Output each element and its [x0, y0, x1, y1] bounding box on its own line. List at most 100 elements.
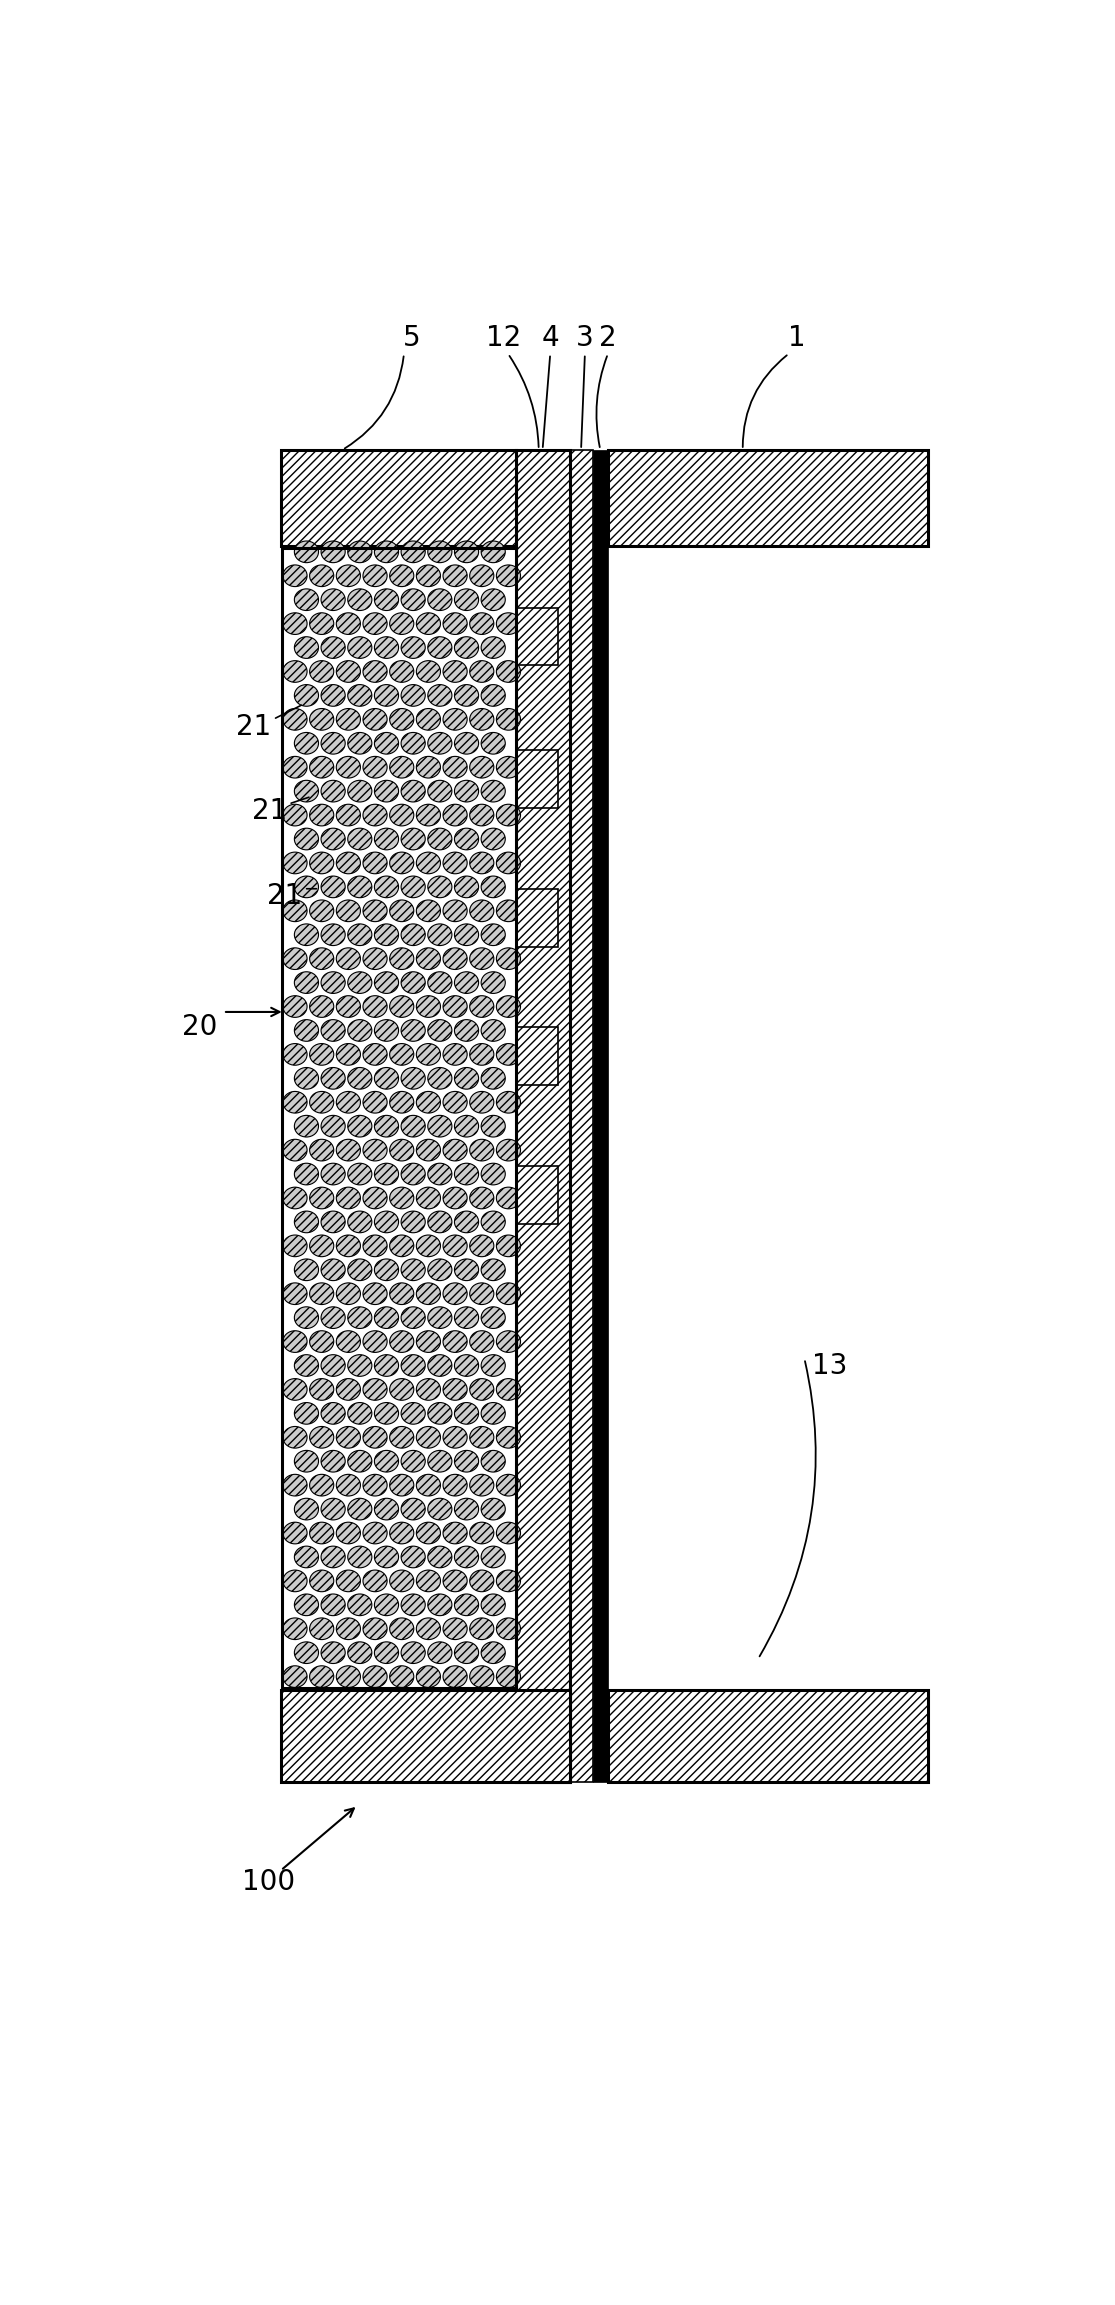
- Ellipse shape: [321, 973, 346, 993]
- Ellipse shape: [337, 1284, 360, 1305]
- Ellipse shape: [375, 1067, 398, 1090]
- Ellipse shape: [363, 1093, 387, 1113]
- Ellipse shape: [469, 996, 494, 1017]
- Ellipse shape: [294, 827, 319, 851]
- Ellipse shape: [416, 662, 440, 682]
- Ellipse shape: [294, 1355, 319, 1376]
- Ellipse shape: [496, 565, 521, 585]
- Ellipse shape: [294, 1210, 319, 1233]
- Ellipse shape: [482, 876, 505, 897]
- Ellipse shape: [283, 1427, 307, 1448]
- Ellipse shape: [443, 1521, 467, 1544]
- Ellipse shape: [416, 1139, 440, 1162]
- Ellipse shape: [428, 1210, 452, 1233]
- Ellipse shape: [310, 1330, 333, 1353]
- Ellipse shape: [294, 876, 319, 897]
- Ellipse shape: [389, 1521, 414, 1544]
- Ellipse shape: [416, 1284, 440, 1305]
- Text: 21: 21: [266, 883, 302, 910]
- Ellipse shape: [443, 565, 467, 585]
- Ellipse shape: [401, 733, 425, 754]
- Ellipse shape: [416, 1521, 440, 1544]
- Ellipse shape: [389, 1378, 414, 1399]
- Ellipse shape: [496, 708, 521, 731]
- Ellipse shape: [283, 899, 307, 922]
- Ellipse shape: [294, 1595, 319, 1616]
- Ellipse shape: [321, 924, 346, 945]
- Ellipse shape: [389, 899, 414, 922]
- Ellipse shape: [416, 1570, 440, 1593]
- Text: 1: 1: [788, 325, 805, 353]
- Ellipse shape: [294, 542, 319, 562]
- Ellipse shape: [416, 1044, 440, 1065]
- Ellipse shape: [469, 613, 494, 634]
- Ellipse shape: [321, 1210, 346, 1233]
- Ellipse shape: [482, 733, 505, 754]
- Ellipse shape: [348, 1450, 372, 1473]
- Ellipse shape: [443, 1475, 467, 1496]
- Ellipse shape: [455, 1259, 478, 1282]
- Ellipse shape: [401, 876, 425, 897]
- Ellipse shape: [310, 1378, 333, 1399]
- Bar: [281, 1690, 570, 1782]
- Ellipse shape: [389, 756, 414, 779]
- Ellipse shape: [363, 1235, 387, 1256]
- Ellipse shape: [482, 827, 505, 851]
- Ellipse shape: [375, 1019, 398, 1042]
- Ellipse shape: [310, 662, 333, 682]
- Ellipse shape: [416, 1235, 440, 1256]
- Ellipse shape: [363, 1139, 387, 1162]
- Ellipse shape: [337, 1044, 360, 1065]
- Ellipse shape: [283, 1618, 307, 1639]
- Ellipse shape: [375, 827, 398, 851]
- Ellipse shape: [294, 636, 319, 659]
- Ellipse shape: [469, 1475, 494, 1496]
- Ellipse shape: [348, 876, 372, 897]
- Ellipse shape: [337, 899, 360, 922]
- Ellipse shape: [496, 1330, 521, 1353]
- Ellipse shape: [401, 542, 425, 562]
- Ellipse shape: [375, 1164, 398, 1185]
- Ellipse shape: [443, 1330, 467, 1353]
- Ellipse shape: [455, 1498, 478, 1519]
- Bar: [515, 1166, 558, 1224]
- Ellipse shape: [455, 1116, 478, 1136]
- Ellipse shape: [455, 733, 478, 754]
- Ellipse shape: [294, 924, 319, 945]
- Ellipse shape: [443, 613, 467, 634]
- Ellipse shape: [389, 613, 414, 634]
- Ellipse shape: [389, 1330, 414, 1353]
- Ellipse shape: [348, 636, 372, 659]
- Ellipse shape: [469, 947, 494, 970]
- Ellipse shape: [294, 1116, 319, 1136]
- Ellipse shape: [482, 1450, 505, 1473]
- Ellipse shape: [443, 662, 467, 682]
- Ellipse shape: [321, 1019, 346, 1042]
- Ellipse shape: [389, 1475, 414, 1496]
- Ellipse shape: [455, 1307, 478, 1328]
- Ellipse shape: [455, 1210, 478, 1233]
- Ellipse shape: [496, 1284, 521, 1305]
- Ellipse shape: [363, 899, 387, 922]
- Ellipse shape: [428, 1067, 452, 1090]
- Ellipse shape: [416, 1427, 440, 1448]
- Ellipse shape: [375, 876, 398, 897]
- Ellipse shape: [283, 1235, 307, 1256]
- Ellipse shape: [401, 1067, 425, 1090]
- Ellipse shape: [294, 1450, 319, 1473]
- Ellipse shape: [455, 876, 478, 897]
- Ellipse shape: [348, 1116, 372, 1136]
- Ellipse shape: [428, 1641, 452, 1664]
- Ellipse shape: [310, 1475, 333, 1496]
- Ellipse shape: [389, 565, 414, 585]
- Ellipse shape: [401, 1307, 425, 1328]
- Ellipse shape: [310, 756, 333, 779]
- Ellipse shape: [416, 613, 440, 634]
- Ellipse shape: [428, 588, 452, 611]
- Ellipse shape: [428, 924, 452, 945]
- Ellipse shape: [482, 781, 505, 802]
- Ellipse shape: [389, 1139, 414, 1162]
- Ellipse shape: [416, 1667, 440, 1687]
- Bar: [570, 449, 592, 1782]
- Ellipse shape: [496, 1521, 521, 1544]
